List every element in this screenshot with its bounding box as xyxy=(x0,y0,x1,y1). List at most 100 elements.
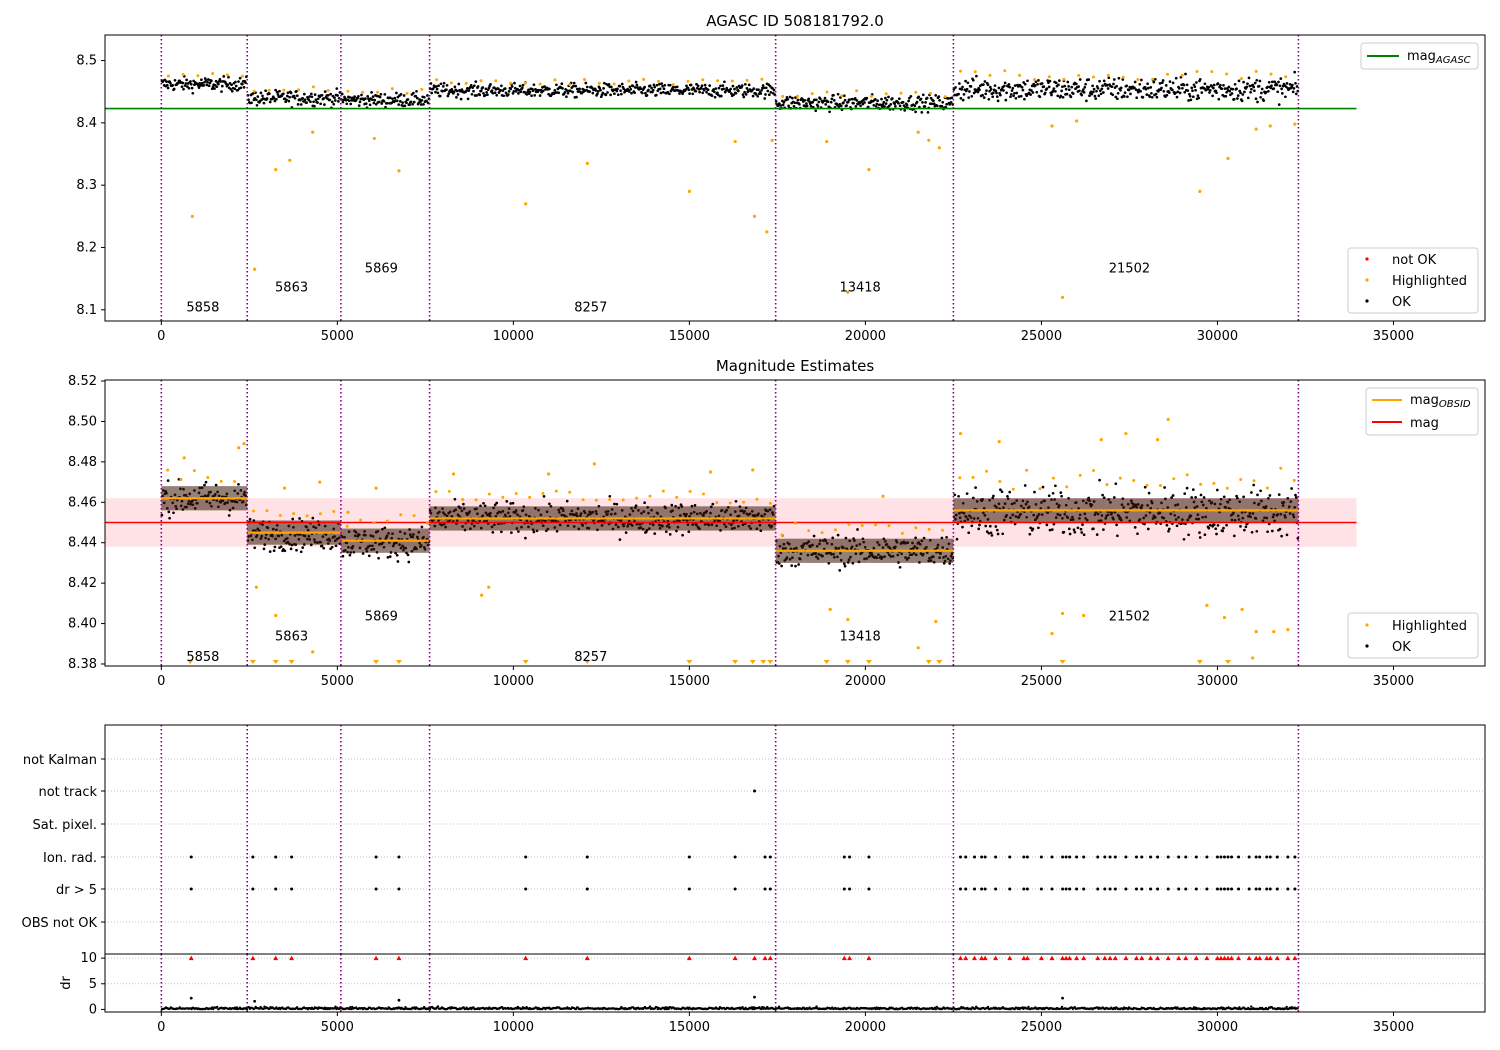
ok-point xyxy=(832,99,836,102)
ok-point xyxy=(714,87,718,90)
ok-point xyxy=(1223,87,1227,90)
highlighted-point xyxy=(793,521,797,525)
ok-point xyxy=(1029,526,1032,530)
highlighted-point xyxy=(635,496,639,500)
ok-point xyxy=(1119,86,1123,90)
ok-point xyxy=(913,104,917,108)
ok-point xyxy=(1222,526,1225,530)
highlighted-point xyxy=(345,524,349,528)
ok-point xyxy=(1136,532,1139,536)
ok-point xyxy=(420,525,424,529)
ok-point xyxy=(978,523,981,527)
ok-point xyxy=(663,83,667,87)
x-tick-label: 30000 xyxy=(1197,674,1238,689)
ok-point xyxy=(261,94,264,98)
ok-point xyxy=(311,516,315,520)
highlighted-point xyxy=(405,91,409,95)
ok-point xyxy=(1010,89,1014,92)
ok-point xyxy=(887,104,891,108)
ok-point xyxy=(292,94,296,98)
ok-point xyxy=(1215,91,1218,95)
ok-point xyxy=(1064,87,1068,91)
ok-point xyxy=(219,80,223,83)
highlighted-point xyxy=(1212,481,1216,485)
ok-point xyxy=(435,87,439,91)
ok-point xyxy=(495,93,499,97)
ok-point xyxy=(974,486,977,489)
flag-point xyxy=(374,887,378,891)
ok-point xyxy=(434,85,438,88)
flag-point xyxy=(585,855,589,859)
ok-point xyxy=(1020,85,1024,89)
ok-point xyxy=(774,100,778,103)
ok-point xyxy=(1029,93,1032,96)
ok-point xyxy=(660,82,664,85)
ok-point xyxy=(764,86,768,90)
legend-mag-agasc: magAGASC xyxy=(1407,49,1471,66)
x-tick-label: 10000 xyxy=(493,674,534,689)
ok-point xyxy=(491,91,495,95)
ok-point xyxy=(995,95,999,98)
ok-point xyxy=(230,89,234,93)
ok-point xyxy=(367,99,371,103)
y-tick-label: 8.2 xyxy=(76,240,97,255)
ok-point xyxy=(607,82,611,86)
ok-point xyxy=(772,88,776,92)
highlighted-point xyxy=(219,479,223,483)
highlighted-point xyxy=(397,169,401,173)
ok-point xyxy=(767,93,771,97)
ok-point xyxy=(316,101,319,104)
ok-point xyxy=(507,90,511,93)
ok-point xyxy=(414,94,418,98)
ok-point xyxy=(901,100,905,104)
ok-point xyxy=(842,562,846,566)
ok-point xyxy=(1266,85,1269,89)
ok-point xyxy=(543,85,547,88)
y-tick-label: 10 xyxy=(80,951,97,966)
ok-point xyxy=(442,81,446,85)
flag-point xyxy=(1124,855,1128,859)
flag-point xyxy=(763,887,767,891)
ok-point xyxy=(504,91,508,95)
obsid-label: 5858 xyxy=(186,301,219,316)
ok-point xyxy=(1033,490,1036,494)
dr-clipped-marker xyxy=(1176,955,1182,961)
panel2-marks xyxy=(105,417,1357,664)
highlighted-point xyxy=(884,92,888,96)
dr-clipped-marker xyxy=(1253,955,1259,961)
ok-point xyxy=(790,564,794,567)
ok-point xyxy=(930,102,934,106)
ok-point xyxy=(689,83,693,87)
highlighted-point xyxy=(1003,69,1007,73)
ok-point xyxy=(1212,83,1216,87)
highlighted-point xyxy=(1284,75,1288,79)
dr-clipped-marker xyxy=(1214,955,1220,961)
ok-point xyxy=(555,529,559,533)
highlighted-point xyxy=(254,585,258,589)
ok-point xyxy=(354,98,358,102)
flag-point xyxy=(1258,855,1262,859)
ok-point xyxy=(588,90,592,93)
ok-point xyxy=(1031,527,1035,531)
ok-point xyxy=(643,85,646,89)
highlighted-point xyxy=(237,446,241,450)
dr-clipped-marker xyxy=(979,955,985,961)
highlighted-point xyxy=(1011,487,1015,491)
flag-point xyxy=(1237,887,1241,891)
ok-point xyxy=(1150,91,1153,95)
x-tick-label: 5000 xyxy=(321,674,354,689)
highlighted-point xyxy=(988,73,992,77)
ok-point xyxy=(233,87,237,91)
ok-point xyxy=(996,532,1000,536)
ok-point xyxy=(761,84,765,87)
ok-point xyxy=(971,78,975,82)
ok-point xyxy=(1136,90,1140,94)
highlighted-point xyxy=(828,607,832,612)
ok-point xyxy=(826,100,830,104)
clipped-marker xyxy=(936,660,943,664)
highlighted-point xyxy=(899,91,903,95)
ok-point xyxy=(990,534,994,537)
ok-point xyxy=(478,93,482,97)
ok-point xyxy=(838,569,842,572)
ok-point xyxy=(380,102,384,105)
